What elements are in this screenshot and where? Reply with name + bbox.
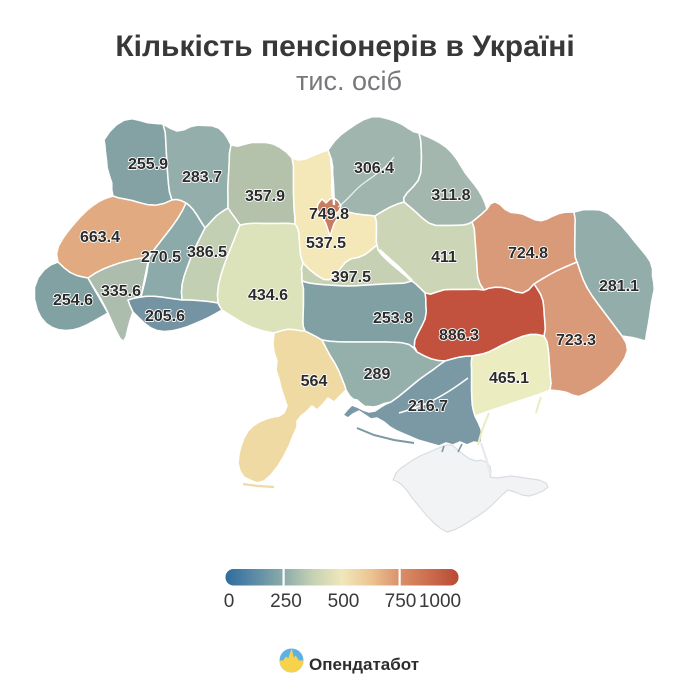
svg-text:564: 564 [301, 373, 328, 390]
svg-text:750: 750 [385, 591, 417, 612]
svg-text:254.6: 254.6 [53, 292, 93, 309]
svg-text:357.9: 357.9 [245, 188, 285, 205]
svg-text:216.7: 216.7 [408, 398, 448, 415]
svg-text:281.1: 281.1 [599, 278, 639, 295]
svg-text:205.6: 205.6 [145, 308, 185, 325]
svg-text:465.1: 465.1 [489, 370, 529, 387]
svg-text:411: 411 [431, 249, 457, 266]
svg-text:270.5: 270.5 [141, 249, 181, 266]
svg-text:255.9: 255.9 [128, 156, 168, 173]
svg-text:Опендатабот: Опендатабот [309, 655, 419, 674]
svg-text:289: 289 [364, 366, 391, 383]
svg-text:283.7: 283.7 [182, 169, 222, 186]
svg-text:386.5: 386.5 [187, 244, 227, 261]
svg-text:250: 250 [270, 591, 302, 612]
svg-text:397.5: 397.5 [331, 269, 371, 286]
svg-text:724.8: 724.8 [508, 245, 548, 262]
svg-text:311.8: 311.8 [431, 187, 470, 204]
svg-text:537.5: 537.5 [306, 235, 346, 252]
svg-text:434.6: 434.6 [248, 287, 288, 304]
svg-text:306.4: 306.4 [354, 160, 394, 177]
svg-text:749.8: 749.8 [309, 206, 349, 223]
svg-text:253.8: 253.8 [373, 310, 413, 327]
svg-text:663.4: 663.4 [80, 229, 120, 246]
svg-text:723.3: 723.3 [556, 332, 596, 349]
svg-text:335.6: 335.6 [101, 283, 141, 300]
svg-text:500: 500 [328, 591, 360, 612]
svg-text:886.3: 886.3 [439, 327, 479, 344]
svg-text:тис. осіб: тис. осіб [296, 66, 402, 96]
svg-text:0: 0 [224, 591, 235, 612]
svg-text:Кількість пенсіонерів в Україн: Кількість пенсіонерів в Україні [115, 30, 574, 63]
svg-text:1000: 1000 [419, 591, 461, 612]
